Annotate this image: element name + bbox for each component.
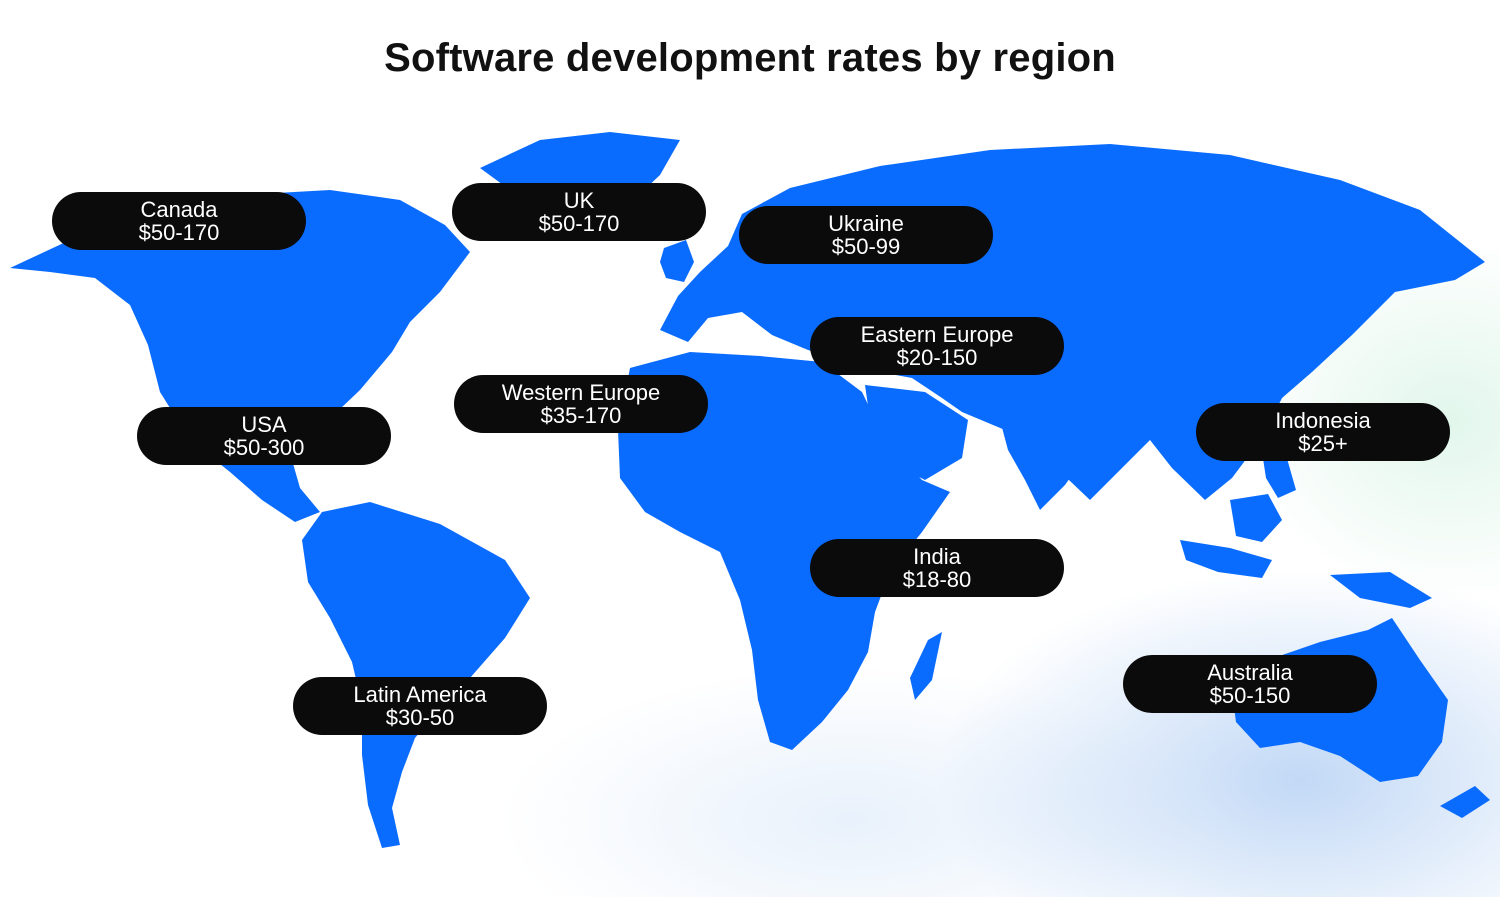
region-label-eastern-europe: Eastern Europe $20-150: [810, 317, 1064, 375]
borneo-landmass: [1230, 494, 1282, 542]
africa-landmass: [618, 352, 950, 750]
region-label-usa: USA $50-300: [137, 407, 391, 465]
region-name: Western Europe: [501, 380, 661, 405]
madagascar-landmass: [910, 632, 942, 700]
region-label-australia: Australia $50-150: [1123, 655, 1377, 713]
region-label-ukraine: Ukraine $50-99: [739, 206, 993, 264]
region-rate: $50-300: [223, 435, 305, 460]
region-label-uk: UK $50-170: [452, 183, 706, 241]
indonesia-landmass: [1180, 540, 1272, 578]
region-label-latin-america: Latin America $30-50: [293, 677, 547, 735]
india-landmass: [1000, 416, 1090, 510]
new-guinea-landmass: [1330, 572, 1432, 608]
region-rate: $50-150: [1209, 683, 1291, 708]
region-name: Ukraine: [828, 211, 904, 236]
north-america-landmass: [10, 190, 470, 522]
region-rate: $20-150: [896, 345, 978, 370]
british-isles-landmass: [660, 240, 694, 282]
region-rate: $30-50: [385, 705, 455, 730]
region-name: Eastern Europe: [860, 322, 1014, 347]
region-name: Indonesia: [1275, 408, 1371, 433]
region-rate: $50-170: [538, 211, 620, 236]
region-rate: $50-170: [138, 220, 220, 245]
region-name: Canada: [140, 197, 218, 222]
new-zealand-landmass: [1440, 786, 1490, 818]
japan-landmass: [1274, 318, 1326, 378]
region-label-indonesia: Indonesia $25+: [1196, 403, 1450, 461]
region-label-western-europe: Western Europe $35-170: [454, 375, 708, 433]
region-rate: $35-170: [540, 403, 622, 428]
page-title: Software development rates by region: [384, 36, 1116, 80]
region-rate: $18-80: [902, 567, 972, 592]
region-name: UK: [563, 188, 595, 213]
region-name: Latin America: [353, 682, 487, 707]
region-name: India: [913, 544, 961, 569]
region-label-canada: Canada $50-170: [52, 192, 306, 250]
region-name: USA: [241, 412, 287, 437]
region-rate: $50-99: [831, 234, 901, 259]
south-america-landmass: [302, 502, 530, 848]
region-label-india: India $18-80: [810, 539, 1064, 597]
region-rate: $25+: [1298, 431, 1348, 456]
region-name: Australia: [1207, 660, 1293, 685]
